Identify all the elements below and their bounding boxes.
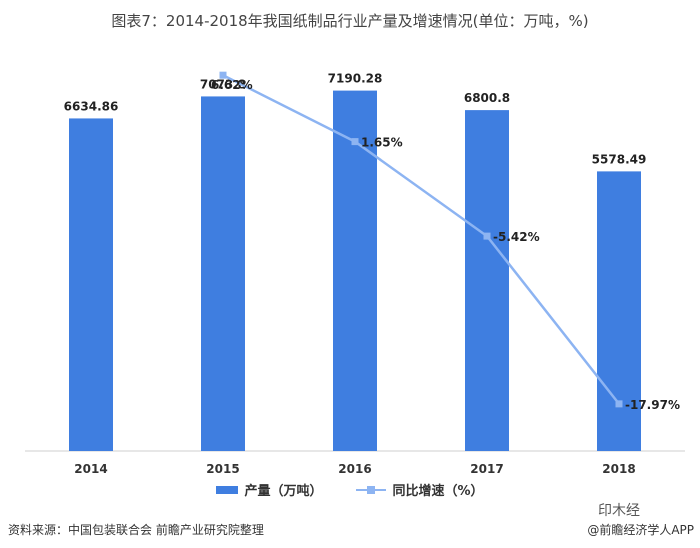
bar-2017 — [465, 110, 509, 452]
growth-point-2017 — [483, 232, 491, 240]
x-tick-2016: 2016 — [338, 462, 371, 476]
growth-point-2015 — [219, 71, 227, 79]
x-tick-2017: 2017 — [470, 462, 503, 476]
bar-2014 — [69, 118, 113, 451]
growth-point-2018 — [615, 400, 623, 408]
bar-2015 — [201, 96, 245, 451]
growth-point-2016 — [351, 138, 359, 146]
growth-label-2015: 6.62% — [211, 78, 253, 92]
legend-bar-swatch — [216, 485, 239, 494]
legend-line-swatch — [356, 485, 387, 494]
bar-label-2018: 5578.49 — [592, 152, 647, 166]
legend-item-output: 产量（万吨） — [216, 480, 322, 499]
x-tick-2018: 2018 — [602, 462, 635, 476]
bar-label-2017: 6800.8 — [464, 91, 510, 105]
growth-label-2018: -17.97% — [625, 398, 680, 412]
growth-line — [222, 74, 620, 405]
chart-title: 图表7：2014-2018年我国纸制品行业产量及增速情况(单位：万吨，%) — [111, 12, 589, 30]
footer-source: 资料来源：中国包装联合会 前瞻产业研究院整理 — [8, 523, 264, 537]
bar-label-2014: 6634.86 — [64, 99, 119, 113]
legend-label-output: 产量（万吨） — [244, 484, 323, 499]
watermark-text: 印木经 — [598, 503, 640, 519]
growth-label-2016: 1.65% — [361, 136, 403, 150]
x-tick-2014: 2014 — [74, 462, 107, 476]
legend-item-growth: 同比增速（%） — [356, 480, 484, 499]
footer-app: @前瞻经济学人APP — [587, 523, 694, 537]
growth-label-2017: -5.42% — [493, 230, 540, 244]
legend-label-growth: 同比增速（%） — [392, 484, 484, 499]
x-tick-2015: 2015 — [206, 462, 239, 476]
bar-label-2016: 7190.28 — [328, 72, 383, 86]
chart-legend: 产量（万吨） 同比增速（%） — [0, 480, 700, 499]
